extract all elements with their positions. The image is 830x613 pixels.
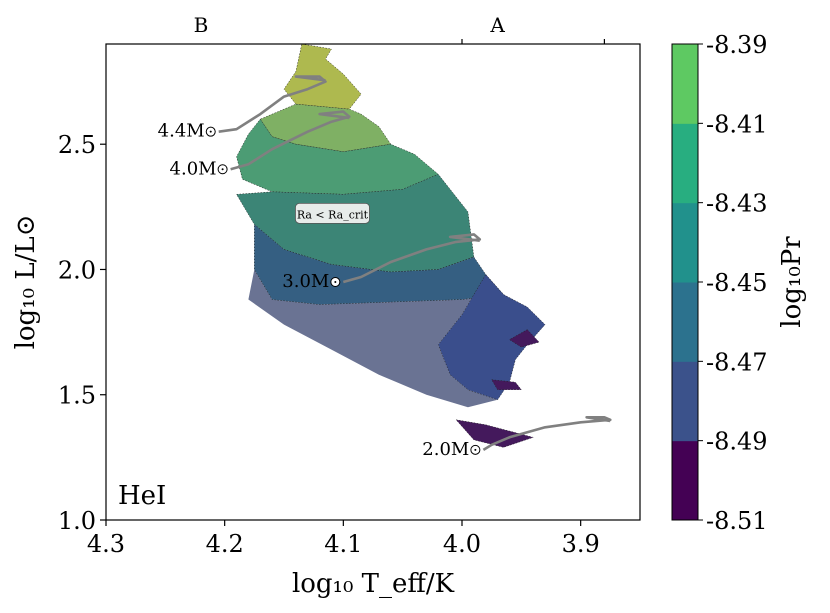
contour-region-6 <box>508 329 540 348</box>
track-label-2: 2.0M <box>422 439 469 460</box>
subcritical-region <box>248 269 504 408</box>
colorbar-tick-label-4: -8.43 <box>706 190 768 218</box>
contour-region-7 <box>491 379 522 390</box>
subcritical-label: Ra < Ra_crit <box>297 208 369 221</box>
colorbar-band-5 <box>672 44 698 124</box>
track-label-4: 4.0M <box>170 158 217 179</box>
top-label-B: B <box>194 13 209 37</box>
colorbar-band-3 <box>672 202 698 283</box>
plot-area: 4.4M 4.0M 3.0M 2.0M Ra < Ra_crit <box>158 44 612 460</box>
x-tick-label-2: 4.1 <box>324 530 362 558</box>
colorbar-tick-label-2: -8.47 <box>706 348 768 376</box>
x-tick-label-4: 3.9 <box>562 530 600 558</box>
sun-dot-4.4 <box>209 130 212 133</box>
sun-dot-2 <box>474 448 477 451</box>
subcritical-label-box <box>295 202 370 224</box>
track-label-3: 3.0M <box>282 271 329 292</box>
panel-label: HeI <box>118 481 166 511</box>
colorbar-tick-label-1: -8.49 <box>706 428 768 456</box>
y-tick-label-3: 2.5 <box>58 131 96 159</box>
x-axis-label: log₁₀ T_eff/K <box>292 569 455 599</box>
y-tick-label-2: 2.0 <box>58 256 96 284</box>
x-tick-label-3: 4.0 <box>443 530 481 558</box>
colorbar-tick-label-0: -8.51 <box>706 507 768 535</box>
x-tick-label-1: 4.2 <box>206 530 244 558</box>
colorbar-label: log₁₀Pr <box>777 236 807 328</box>
colorbar-tick-label-6: -8.39 <box>706 31 768 59</box>
colorbar: -8.51 -8.49 -8.47 -8.45 -8.43 -8.41 -8.39 log₁₀… <box>671 31 807 535</box>
colorbar-tick-label-3: -8.45 <box>706 269 768 297</box>
colorbar-tick-label-5: -8.41 <box>706 110 768 138</box>
track-4.4 <box>218 75 327 133</box>
sun-dot-3 <box>334 281 337 283</box>
colorbar-band-2 <box>672 282 698 362</box>
track-label-4.4: 4.4M <box>158 121 205 142</box>
sun-dot-4 <box>221 168 224 171</box>
contour-region-2 <box>236 118 439 195</box>
x-tick-label-0: 4.3 <box>87 530 125 558</box>
y-tick-label-1: 1.5 <box>58 382 96 410</box>
y-axis-label: log₁₀ L/L⊙ <box>11 215 41 350</box>
contour-region-8 <box>455 419 535 448</box>
colorbar-band-0 <box>672 440 698 521</box>
track-3 <box>342 233 482 284</box>
plot-frame <box>105 43 641 521</box>
contour-region-0 <box>283 44 362 110</box>
y-tick-label-0: 1.0 <box>58 507 96 535</box>
top-label-A: A <box>489 13 505 37</box>
colorbar-band-1 <box>672 361 698 442</box>
colorbar-band-4 <box>672 123 698 204</box>
plot-content <box>218 44 612 452</box>
track-4 <box>230 110 351 171</box>
track-2 <box>482 416 612 452</box>
